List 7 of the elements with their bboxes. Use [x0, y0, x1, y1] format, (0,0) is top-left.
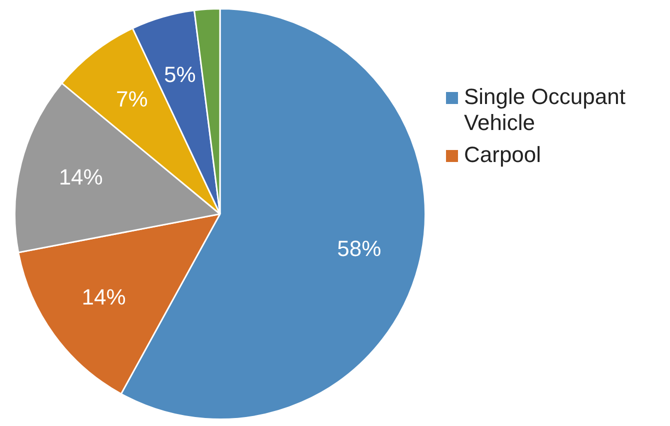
data-label: 7% — [116, 86, 148, 112]
data-label: 5% — [164, 62, 196, 88]
legend-label: Carpool — [464, 142, 542, 168]
legend-label: Single Occupant Vehicle — [464, 84, 626, 136]
data-label: 58% — [337, 236, 382, 261]
data-label: 14% — [82, 284, 126, 310]
data-label: 14% — [58, 164, 103, 190]
